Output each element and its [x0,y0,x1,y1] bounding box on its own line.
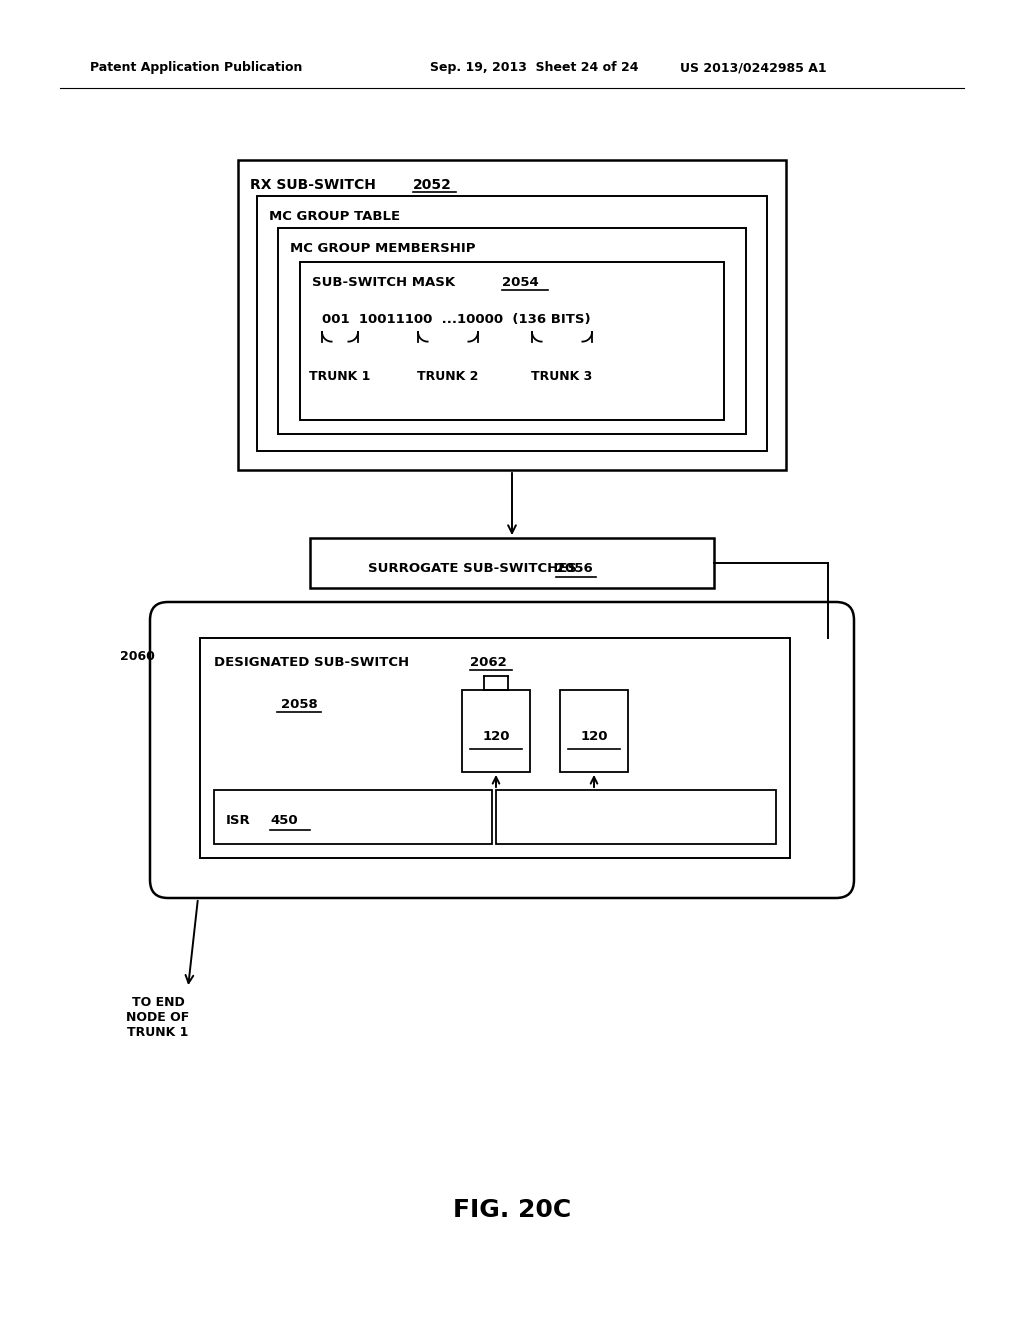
Text: MC GROUP MEMBERSHIP: MC GROUP MEMBERSHIP [290,242,475,255]
Text: TRUNK 1: TRUNK 1 [309,370,371,383]
Bar [462,690,530,772]
Bar [310,539,714,587]
Text: 450: 450 [270,813,298,826]
Text: 001  10011100  ...10000  (136 BITS): 001 10011100 ...10000 (136 BITS) [322,314,591,326]
Text: DESIGNATED SUB-SWITCH: DESIGNATED SUB-SWITCH [214,656,410,669]
Bar [214,789,492,843]
Text: Patent Application Publication: Patent Application Publication [90,62,302,74]
Bar [278,228,746,434]
Text: Sep. 19, 2013  Sheet 24 of 24: Sep. 19, 2013 Sheet 24 of 24 [430,62,639,74]
Text: 2060: 2060 [120,649,155,663]
Bar [200,638,790,858]
Bar [238,160,786,470]
Text: 2058: 2058 [281,698,317,711]
Text: MC GROUP TABLE: MC GROUP TABLE [269,210,400,223]
Bar [300,261,724,420]
Text: TRUNK 3: TRUNK 3 [531,370,593,383]
Bar [257,195,767,451]
Text: 2054: 2054 [502,276,539,289]
Text: 120: 120 [482,730,510,743]
Text: 2052: 2052 [413,178,452,191]
Bar [560,690,628,772]
Text: FIG. 20C: FIG. 20C [453,1199,571,1222]
Text: US 2013/0242985 A1: US 2013/0242985 A1 [680,62,826,74]
Text: 120: 120 [581,730,608,743]
Text: 2062: 2062 [470,656,507,669]
Text: TRUNK 2: TRUNK 2 [418,370,478,383]
Text: TO END
NODE OF
TRUNK 1: TO END NODE OF TRUNK 1 [126,997,189,1039]
Text: SURROGATE SUB-SWITCHES: SURROGATE SUB-SWITCHES [368,561,577,574]
Bar [496,789,776,843]
Text: 2056: 2056 [556,561,592,574]
FancyBboxPatch shape [150,602,854,898]
Text: RX SUB-SWITCH: RX SUB-SWITCH [250,178,376,191]
Text: ISR: ISR [226,813,251,826]
Text: SUB-SWITCH MASK: SUB-SWITCH MASK [312,276,455,289]
